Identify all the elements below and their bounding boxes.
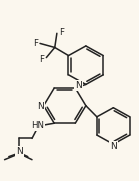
- Text: N: N: [37, 102, 44, 111]
- Text: F: F: [33, 39, 38, 48]
- Text: N: N: [75, 81, 82, 90]
- Text: F: F: [59, 28, 64, 37]
- Text: F: F: [39, 55, 44, 64]
- Text: N: N: [16, 147, 23, 156]
- Text: HN: HN: [31, 121, 44, 130]
- Text: N: N: [110, 142, 117, 151]
